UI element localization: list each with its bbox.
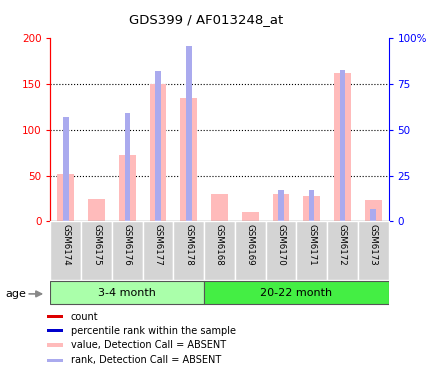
Bar (124, 113, 130, 221)
Bar (47, 315, 63, 318)
Text: GSM6175: GSM6175 (92, 224, 101, 266)
Bar (173, 221, 204, 280)
Bar (88, 198, 105, 221)
Bar (278, 190, 283, 221)
Text: GSM6178: GSM6178 (184, 224, 193, 266)
Bar (364, 201, 381, 221)
Bar (339, 70, 344, 221)
Text: GSM6172: GSM6172 (337, 224, 346, 266)
Text: 3-4 month: 3-4 month (98, 288, 156, 298)
Bar (333, 73, 350, 221)
Text: GSM6168: GSM6168 (215, 224, 223, 266)
Bar (211, 194, 227, 221)
Text: GSM6169: GSM6169 (245, 224, 254, 266)
Text: value, Detection Call = ABSENT: value, Detection Call = ABSENT (71, 340, 226, 350)
Bar (308, 190, 314, 221)
Bar (296, 221, 326, 280)
Bar (50, 281, 204, 305)
Text: age: age (6, 289, 27, 299)
Text: 20-22 month: 20-22 month (260, 288, 332, 298)
Bar (357, 221, 388, 280)
Bar (119, 154, 135, 221)
Text: rank, Detection Call = ABSENT: rank, Detection Call = ABSENT (71, 355, 221, 365)
Bar (186, 46, 191, 221)
Text: GSM6170: GSM6170 (276, 224, 285, 266)
Bar (47, 343, 63, 347)
Bar (204, 221, 234, 280)
Text: GDS399 / AF013248_at: GDS399 / AF013248_at (129, 13, 283, 26)
Bar (234, 221, 265, 280)
Bar (265, 221, 296, 280)
Text: GSM6176: GSM6176 (123, 224, 131, 266)
Text: GSM6173: GSM6173 (368, 224, 377, 266)
Bar (204, 281, 388, 305)
Bar (370, 209, 375, 221)
Bar (47, 329, 63, 332)
Bar (155, 71, 160, 221)
Bar (241, 212, 258, 221)
Text: percentile rank within the sample: percentile rank within the sample (71, 326, 235, 336)
Bar (50, 221, 81, 280)
Bar (272, 194, 289, 221)
Bar (81, 221, 112, 280)
Bar (142, 221, 173, 280)
Bar (303, 196, 319, 221)
Text: count: count (71, 311, 98, 322)
Text: GSM6171: GSM6171 (307, 224, 315, 266)
Bar (57, 174, 74, 221)
Bar (112, 221, 142, 280)
Bar (63, 117, 68, 221)
Text: GSM6174: GSM6174 (61, 224, 70, 266)
Bar (47, 359, 63, 362)
Text: GSM6177: GSM6177 (153, 224, 162, 266)
Bar (180, 98, 197, 221)
Bar (326, 221, 357, 280)
Bar (149, 84, 166, 221)
